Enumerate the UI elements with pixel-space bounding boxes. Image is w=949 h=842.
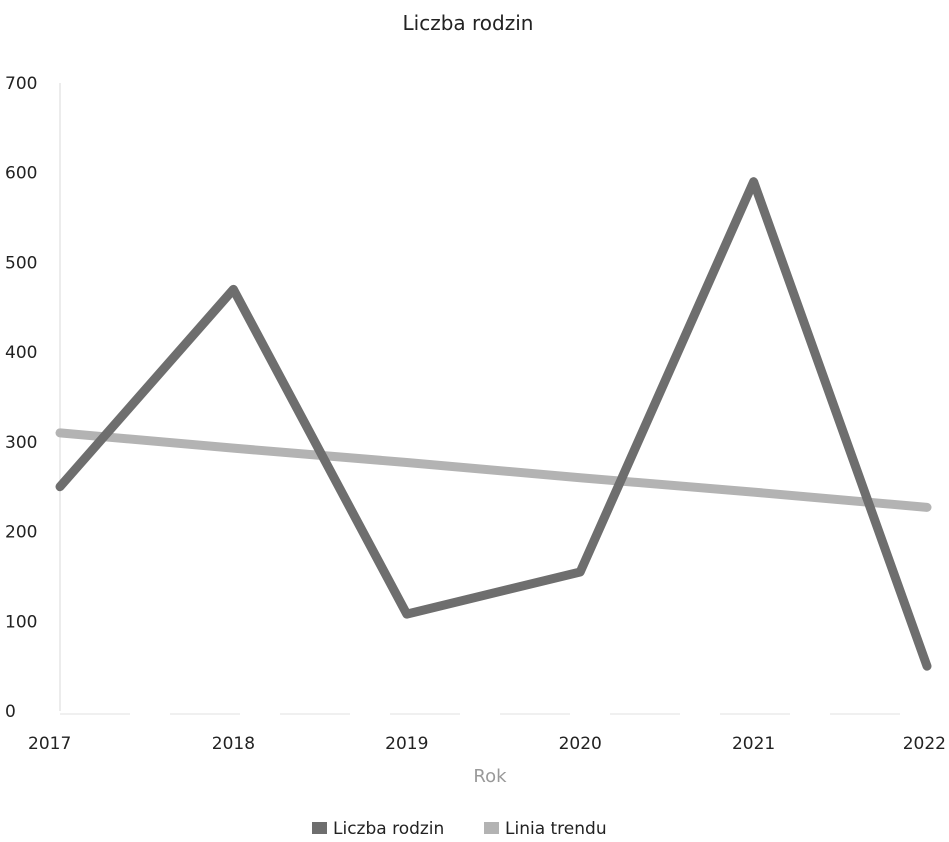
y-tick-label: 300 [5,433,37,453]
y-tick-label: 100 [5,612,37,632]
x-tick-label: 2017 [28,734,71,754]
data-point [752,491,755,494]
y-tick-label: 600 [5,164,37,184]
x-axis: 2017 2018 2019 2020 2021 2022 [28,713,946,754]
legend-swatch [484,822,499,834]
data-point [752,180,755,183]
data-point [926,506,928,509]
x-tick-label: 2021 [732,734,775,754]
y-axis: 0 100 200 300 400 500 600 700 [5,74,61,722]
x-tick-label: 2018 [212,734,255,754]
x-tick-label: 2020 [559,734,602,754]
data-point [232,447,235,450]
data-point [405,461,408,464]
data-point [579,570,582,573]
series-layer [55,177,932,671]
legend-swatch [312,822,327,834]
data-point [579,476,582,479]
y-tick-label: 0 [5,702,16,722]
data-point [59,431,61,434]
series-line-1 [55,428,932,512]
y-tick-label: 200 [5,523,37,543]
legend-label: Liczba rodzin [333,819,444,839]
data-point [232,288,235,291]
x-tick-label: 2019 [385,734,428,754]
series-line-0 [55,177,932,671]
y-tick-label: 700 [5,74,37,94]
y-tick-label: 500 [5,253,37,273]
data-point [405,613,408,616]
x-axis-title: Rok [473,766,507,787]
chart-title: Liczba rodzin [403,11,534,35]
y-tick-label: 400 [5,343,37,363]
data-point [59,485,61,488]
legend-label: Linia trendu [505,819,607,839]
x-tick-label: 2022 [903,734,946,754]
data-point [926,665,928,668]
legend: Liczba rodzin Linia trendu [312,819,607,839]
